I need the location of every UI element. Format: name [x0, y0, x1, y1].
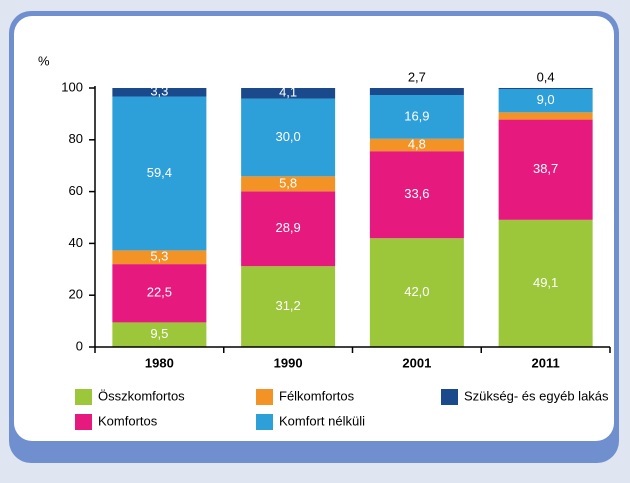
bar-segment: [112, 96, 207, 251]
bar-segment: [112, 250, 207, 265]
bar-segment: [369, 138, 464, 152]
data-label: 4,8: [408, 136, 426, 151]
data-label: 9,0: [537, 92, 555, 107]
y-tick-label: 100: [61, 79, 83, 94]
data-label: 42,0: [404, 284, 429, 299]
legend-label: Összkomfortos: [98, 388, 185, 403]
bar-segment: [241, 266, 336, 347]
bar-segment: [112, 322, 207, 347]
data-label: 2,7: [408, 69, 426, 84]
bar-segment: [498, 112, 593, 120]
legend-swatch: [441, 389, 458, 405]
data-label: 9,5: [150, 326, 168, 341]
y-tick-label: 60: [69, 183, 83, 198]
legend-label: Komfort nélküli: [279, 413, 365, 428]
bar-segment: [241, 176, 336, 192]
bar-segment: [369, 94, 464, 139]
x-tick-label: 1980: [145, 355, 174, 370]
data-label: 28,9: [275, 220, 300, 235]
x-tick-label: 1990: [274, 355, 303, 370]
bar-segment: [369, 88, 464, 95]
y-tick-label: 40: [69, 235, 83, 250]
data-label: 59,4: [147, 165, 172, 180]
data-label: 5,3: [150, 249, 168, 264]
legend-swatch: [256, 414, 273, 430]
bar-segment: [498, 219, 593, 347]
data-label: 22,5: [147, 285, 172, 300]
bar-segment: [241, 191, 336, 267]
legend-label: Félkomfortos: [279, 388, 355, 403]
legend-label: Komfortos: [98, 413, 158, 428]
y-axis-label: %: [38, 53, 50, 68]
bar-segment: [498, 88, 593, 90]
data-label: 31,2: [275, 298, 300, 313]
y-tick-label: 0: [76, 338, 83, 353]
data-label: 3,3: [150, 84, 168, 99]
data-label: 30,0: [275, 129, 300, 144]
data-label: 0,4: [537, 69, 555, 84]
data-label: 4,1: [279, 85, 297, 100]
x-tick-label: 2001: [402, 355, 431, 370]
data-label: 16,9: [404, 108, 429, 123]
data-label: 5,8: [279, 175, 297, 190]
bar-segment: [369, 238, 464, 347]
x-tick-label: 2011: [532, 355, 560, 370]
legend-swatch: [256, 389, 273, 405]
bar-segment: [498, 89, 593, 113]
bar-segment: [241, 88, 336, 99]
bar-segment: [112, 264, 207, 323]
bar-segment: [112, 88, 207, 97]
bar-segment: [369, 151, 464, 239]
legend-swatch: [75, 389, 92, 405]
data-label: 38,7: [533, 161, 558, 176]
y-tick-label: 20: [69, 287, 83, 302]
y-tick-label: 80: [69, 131, 83, 146]
data-label: 49,1: [533, 275, 558, 290]
legend-label: Szükség- és egyéb lakás: [464, 388, 609, 403]
bar-segment: [498, 119, 593, 220]
data-label: 33,6: [404, 186, 429, 201]
legend-swatch: [75, 414, 92, 430]
bar-segment: [241, 98, 336, 177]
